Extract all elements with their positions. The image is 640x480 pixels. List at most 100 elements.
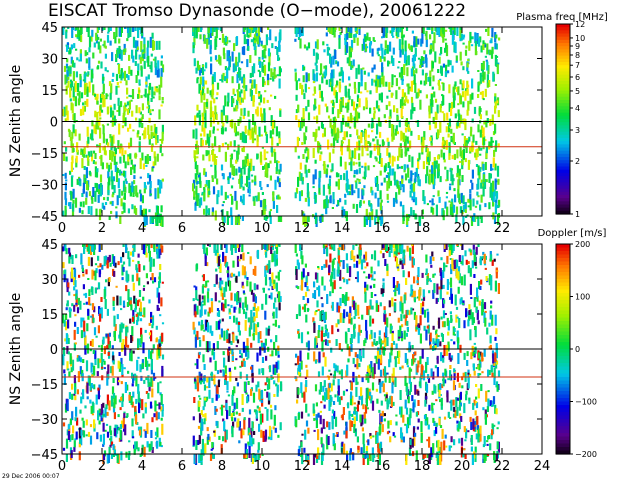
- data-point: [305, 420, 309, 427]
- data-point: [84, 50, 87, 57]
- y-tick-label: −45: [31, 210, 58, 225]
- data-point: [248, 454, 251, 458]
- data-point: [383, 418, 386, 422]
- data-point: [455, 60, 458, 63]
- data-point: [294, 68, 297, 72]
- data-point: [339, 286, 342, 289]
- data-point: [82, 273, 85, 277]
- data-point: [482, 174, 486, 183]
- data-point: [253, 79, 256, 89]
- data-point: [371, 382, 375, 391]
- data-point: [456, 27, 459, 36]
- data-point: [488, 173, 491, 183]
- data-point: [201, 64, 205, 76]
- data-point: [271, 350, 274, 357]
- data-point: [348, 46, 351, 58]
- data-point: [238, 330, 241, 336]
- data-point: [266, 184, 269, 188]
- data-point: [469, 189, 472, 194]
- data-point: [452, 132, 455, 144]
- data-point: [154, 376, 157, 379]
- data-point: [395, 199, 398, 204]
- data-point: [326, 46, 329, 56]
- data-point: [392, 244, 395, 248]
- data-point: [79, 201, 82, 207]
- data-point: [86, 86, 89, 91]
- data-point: [99, 313, 102, 322]
- data-point: [110, 83, 113, 94]
- data-point: [108, 332, 111, 337]
- data-point: [275, 361, 278, 373]
- colorbar-segment: [556, 169, 570, 174]
- data-point: [99, 174, 103, 183]
- data-point: [433, 91, 436, 98]
- data-point: [352, 244, 355, 250]
- data-point: [428, 151, 431, 162]
- data-point: [346, 311, 349, 317]
- data-point: [244, 183, 247, 186]
- data-point: [65, 31, 68, 39]
- data-point: [240, 108, 243, 116]
- data-point: [304, 83, 307, 93]
- data-point: [371, 400, 375, 411]
- data-point: [209, 325, 212, 334]
- data-point: [353, 34, 356, 38]
- data-point: [374, 192, 377, 199]
- data-point: [442, 136, 445, 141]
- data-point: [82, 244, 85, 247]
- data-point: [200, 410, 203, 415]
- data-point: [215, 394, 218, 401]
- data-point: [451, 27, 454, 30]
- colorbar-segment: [556, 160, 570, 164]
- data-point: [245, 85, 248, 92]
- data-point: [418, 152, 421, 160]
- data-point: [471, 44, 474, 47]
- data-point: [67, 76, 70, 80]
- data-point: [266, 391, 269, 398]
- data-point: [347, 184, 350, 190]
- data-point: [318, 285, 321, 297]
- data-point: [160, 68, 163, 77]
- data-point: [118, 399, 121, 403]
- data-point: [258, 102, 261, 106]
- data-point: [264, 171, 267, 178]
- data-point: [234, 246, 237, 251]
- data-point: [279, 216, 282, 222]
- data-point: [327, 388, 330, 400]
- data-point: [278, 134, 281, 139]
- data-point: [111, 200, 114, 206]
- data-point: [210, 298, 213, 302]
- data-point: [226, 270, 229, 274]
- data-point: [83, 83, 87, 95]
- data-point: [278, 196, 281, 200]
- data-point: [120, 198, 123, 207]
- data-point: [212, 351, 216, 360]
- data-point: [68, 371, 71, 377]
- data-point: [203, 102, 206, 114]
- data-point: [235, 335, 238, 341]
- data-point: [262, 287, 265, 290]
- data-point: [255, 416, 258, 421]
- data-point: [347, 296, 350, 301]
- data-point: [410, 170, 413, 182]
- data-point: [206, 322, 210, 333]
- data-point: [348, 56, 351, 66]
- data-point: [117, 97, 120, 106]
- data-point: [160, 55, 163, 59]
- data-point: [388, 90, 391, 92]
- data-point: [213, 429, 216, 437]
- data-point: [68, 427, 71, 434]
- data-point: [249, 79, 252, 84]
- data-point: [224, 373, 228, 377]
- data-point: [158, 109, 161, 120]
- data-point: [228, 216, 231, 218]
- data-point: [105, 279, 108, 283]
- data-point: [377, 197, 380, 207]
- data-point: [312, 93, 315, 96]
- data-point: [339, 31, 342, 35]
- data-point: [132, 36, 136, 48]
- data-point: [88, 36, 92, 48]
- data-point: [401, 324, 404, 328]
- data-point: [496, 165, 500, 177]
- data-point: [347, 191, 350, 196]
